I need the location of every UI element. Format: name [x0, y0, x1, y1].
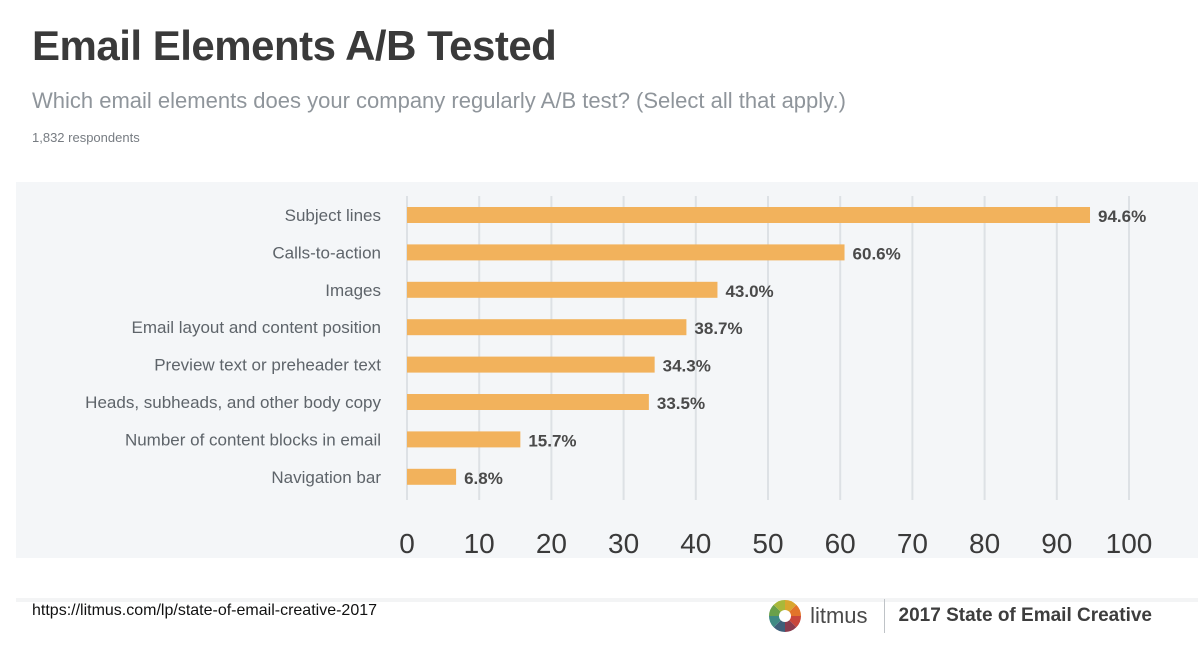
- bar: [407, 281, 718, 298]
- page-subtitle: Which email elements does your company r…: [32, 88, 846, 113]
- category-label: Number of content blocks in email: [125, 430, 381, 449]
- footer-divider: [16, 598, 1198, 602]
- x-tick-label: 30: [608, 528, 639, 558]
- x-tick-label: 40: [680, 528, 711, 558]
- category-label: Subject lines: [285, 206, 381, 225]
- value-label: 15.7%: [528, 431, 576, 450]
- category-label: Heads, subheads, and other body copy: [85, 393, 381, 412]
- bar-chart: 0 10 20 30 40 50 60 70 80 90 100 Subject lines 94.6%…: [85, 196, 1153, 558]
- x-tick-label: 100: [1106, 528, 1153, 558]
- page-title: Email Elements A/B Tested: [32, 22, 557, 69]
- brand-divider: [883, 599, 885, 633]
- category-label: Preview text or preheader text: [154, 356, 381, 375]
- source-link[interactable]: https://litmus.com/lp/state-of-email-cre…: [32, 602, 378, 619]
- value-label: 38.7%: [694, 319, 742, 338]
- x-tick-label: 10: [464, 528, 495, 558]
- x-tick-label: 20: [536, 528, 567, 558]
- category-label: Calls-to-action: [272, 243, 381, 262]
- value-label: 60.6%: [853, 244, 901, 263]
- bar: [407, 468, 457, 485]
- x-tick-label: 50: [752, 528, 783, 558]
- respondent-count: 1,832 respondents: [32, 130, 140, 145]
- x-tick-label: 60: [825, 528, 856, 558]
- x-tick-label: 0: [399, 528, 415, 558]
- category-label: Email layout and content position: [132, 318, 382, 337]
- category-label: Images: [325, 281, 381, 300]
- bar: [407, 207, 1091, 223]
- x-tick-label: 80: [969, 528, 1000, 558]
- value-label: 33.5%: [657, 394, 705, 413]
- value-label: 43.0%: [725, 282, 773, 301]
- value-label: 34.3%: [663, 357, 711, 376]
- value-label: 94.6%: [1098, 207, 1146, 226]
- value-label: 6.8%: [464, 469, 503, 488]
- bar: [407, 431, 521, 448]
- bar: [407, 244, 845, 261]
- brand-name: litmus: [810, 603, 868, 628]
- report-title: 2017 State of Email Creative: [898, 605, 1152, 626]
- x-tick-label: 90: [1041, 528, 1072, 558]
- bar: [407, 319, 687, 336]
- bar: [407, 394, 649, 410]
- x-tick-label: 70: [897, 528, 928, 558]
- chart-panel: 0 10 20 30 40 50 60 70 80 90 100 Subject lines 94.6%…: [16, 182, 1198, 558]
- brand-block: litmus 2017 State of Email Creative: [768, 596, 1152, 636]
- bar: [407, 356, 655, 373]
- category-label: Navigation bar: [271, 468, 381, 487]
- litmus-logo-icon: [769, 600, 802, 632]
